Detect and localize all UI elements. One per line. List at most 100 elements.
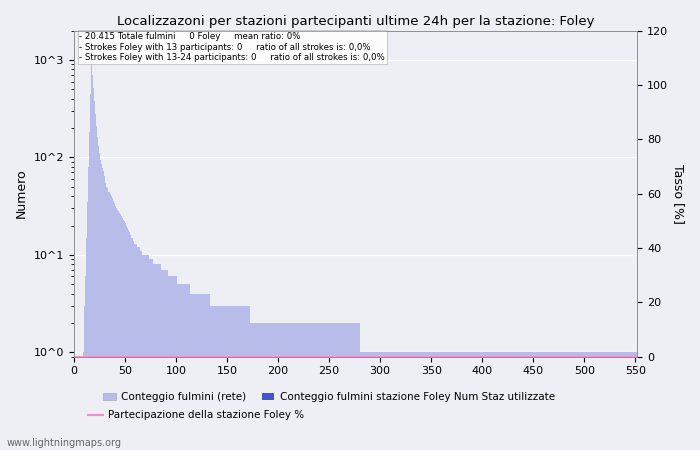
Bar [91, 64, 92, 450]
Bar [632, 352, 634, 450]
Bar [132, 238, 133, 450]
Bar [582, 352, 583, 450]
Bar [140, 251, 141, 450]
Bar [155, 264, 157, 450]
Bar [515, 352, 516, 450]
Bar [282, 323, 283, 450]
Bar [87, 202, 88, 450]
Bar [362, 352, 363, 450]
Bar [574, 352, 575, 450]
Bar [148, 255, 149, 450]
Bar [383, 352, 384, 450]
Bar [224, 306, 225, 450]
Bar [606, 352, 607, 450]
Bar [264, 323, 265, 450]
Bar [302, 323, 304, 450]
Bar [245, 306, 246, 450]
Bar [522, 352, 523, 450]
Bar [534, 352, 536, 450]
Bar [394, 352, 395, 450]
Bar [498, 352, 500, 450]
Bar [360, 352, 362, 450]
Bar [561, 352, 562, 450]
Bar [89, 132, 90, 450]
Bar [317, 323, 318, 450]
Bar [85, 276, 86, 450]
Bar [447, 352, 449, 450]
Bar [233, 306, 234, 450]
Bar [81, 357, 82, 450]
Bar [427, 352, 428, 450]
Bar [331, 323, 332, 450]
Bar [555, 352, 556, 450]
Bar [516, 352, 517, 450]
Bar [311, 323, 312, 450]
Bar [433, 352, 434, 450]
Bar [185, 284, 186, 450]
Bar [425, 352, 426, 450]
Bar [552, 352, 553, 450]
Bar [616, 352, 617, 450]
Bar [98, 146, 99, 450]
Bar [323, 323, 324, 450]
Bar [604, 352, 605, 450]
Bar [88, 167, 89, 450]
Bar [631, 352, 632, 450]
Bar [571, 352, 572, 450]
Bar [609, 352, 610, 450]
Bar [608, 352, 609, 450]
Bar [330, 323, 331, 450]
Bar [124, 221, 125, 450]
Bar [489, 352, 491, 450]
Bar [187, 284, 188, 450]
Bar [241, 306, 242, 450]
Bar [482, 352, 483, 450]
Bar [219, 306, 220, 450]
Bar [97, 137, 98, 450]
Bar [204, 294, 206, 450]
Bar [307, 323, 309, 450]
Bar [113, 203, 115, 450]
Bar [542, 352, 543, 450]
Bar [509, 352, 510, 450]
Bar [417, 352, 418, 450]
Bar [90, 94, 91, 450]
Bar [133, 241, 134, 450]
Bar [422, 352, 423, 450]
Bar [562, 352, 563, 450]
Bar [502, 352, 503, 450]
Bar [220, 306, 222, 450]
Bar [130, 235, 131, 450]
Bar [405, 352, 406, 450]
Bar [182, 284, 183, 450]
Bar [451, 352, 452, 450]
Bar [102, 168, 104, 450]
Bar [510, 352, 511, 450]
Bar [173, 276, 174, 450]
Bar [172, 276, 173, 450]
Bar [525, 352, 526, 450]
Bar [624, 352, 625, 450]
Bar [291, 323, 293, 450]
Bar [540, 352, 542, 450]
Bar [576, 352, 578, 450]
Bar [356, 323, 357, 450]
Bar [198, 294, 200, 450]
Bar [389, 352, 391, 450]
Bar [547, 352, 549, 450]
Bar [84, 306, 85, 450]
Bar [565, 352, 566, 450]
Bar [312, 323, 313, 450]
Bar [460, 352, 461, 450]
Bar [395, 352, 396, 450]
Bar [572, 352, 573, 450]
Bar [592, 352, 593, 450]
Bar [642, 352, 643, 450]
Bar [520, 352, 521, 450]
Bar [430, 352, 431, 450]
Bar [563, 352, 564, 450]
Bar [475, 352, 476, 450]
Bar [387, 352, 388, 450]
Bar [100, 160, 102, 450]
Bar [543, 352, 545, 450]
